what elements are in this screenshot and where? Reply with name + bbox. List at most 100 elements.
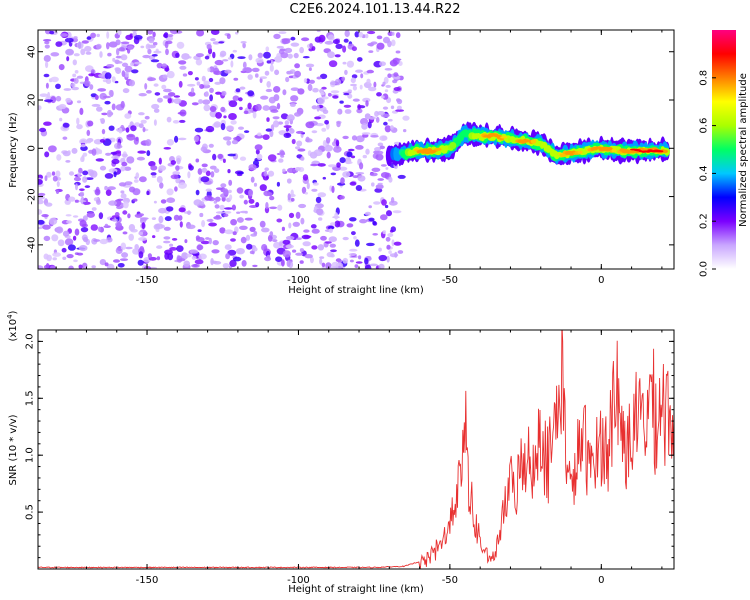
noise-cell bbox=[264, 256, 272, 262]
noise-cell bbox=[194, 127, 204, 133]
noise-cell bbox=[79, 188, 85, 191]
noise-cell bbox=[199, 201, 205, 206]
noise-cell bbox=[387, 73, 392, 78]
noise-cell bbox=[176, 41, 185, 49]
noise-cell bbox=[124, 166, 132, 171]
noise-cell bbox=[172, 120, 180, 124]
noise-cell bbox=[199, 84, 205, 89]
noise-cell bbox=[358, 255, 362, 260]
noise-cell bbox=[274, 69, 280, 76]
noise-cell bbox=[257, 52, 263, 59]
noise-cell bbox=[68, 196, 76, 202]
noise-cell bbox=[65, 48, 74, 56]
noise-cell bbox=[64, 238, 74, 246]
noise-cell bbox=[354, 239, 360, 247]
noise-cell bbox=[378, 263, 385, 269]
snr-y-ticks: 0.5 1.0 1.5 2.0 bbox=[25, 333, 674, 559]
ridge-cell bbox=[611, 148, 617, 153]
noise-cell bbox=[78, 245, 88, 252]
noise-cell bbox=[227, 169, 231, 174]
noise-cell bbox=[349, 217, 357, 222]
noise-cell bbox=[210, 38, 216, 42]
noise-cell bbox=[264, 167, 270, 171]
noise-cell bbox=[191, 87, 195, 94]
noise-cell bbox=[318, 34, 326, 43]
noise-cell bbox=[106, 31, 110, 39]
noise-cell bbox=[87, 169, 94, 173]
noise-cell bbox=[265, 88, 273, 93]
noise-cell bbox=[45, 202, 53, 207]
noise-cell bbox=[155, 229, 160, 232]
noise-cell bbox=[177, 111, 186, 115]
noise-cell bbox=[203, 104, 211, 112]
noise-cell bbox=[99, 139, 106, 143]
noise-cell bbox=[230, 238, 236, 242]
noise-cell bbox=[150, 59, 160, 63]
noise-cell bbox=[80, 156, 84, 162]
noise-cell bbox=[147, 253, 152, 259]
noise-cell bbox=[334, 212, 339, 220]
noise-cell bbox=[222, 263, 230, 269]
noise-cell bbox=[224, 229, 234, 235]
noise-cell bbox=[146, 190, 150, 196]
noise-cell bbox=[66, 56, 70, 62]
noise-cell bbox=[322, 109, 329, 114]
noise-cell bbox=[79, 81, 85, 85]
noise-cell bbox=[393, 87, 401, 91]
noise-cell bbox=[61, 247, 67, 253]
noise-cell bbox=[243, 110, 249, 115]
noise-cell bbox=[259, 76, 268, 79]
noise-cell bbox=[290, 36, 296, 41]
noise-cell bbox=[264, 70, 270, 76]
noise-cell bbox=[72, 73, 77, 78]
noise-cell bbox=[208, 237, 212, 245]
noise-cell bbox=[262, 134, 270, 141]
noise-cell bbox=[305, 121, 315, 129]
noise-cell bbox=[259, 220, 266, 228]
noise-cell bbox=[263, 170, 268, 177]
noise-cell bbox=[265, 202, 269, 209]
noise-cell bbox=[152, 235, 156, 239]
noise-cell bbox=[163, 147, 172, 150]
noise-cell bbox=[50, 52, 60, 57]
noise-cell bbox=[255, 202, 260, 208]
ridge-cell bbox=[577, 150, 583, 154]
noise-cell bbox=[368, 50, 374, 53]
x-tick-label: -150 bbox=[136, 575, 159, 586]
noise-cell bbox=[162, 74, 168, 79]
noise-cell bbox=[265, 128, 272, 132]
noise-cell bbox=[239, 194, 244, 199]
noise-cell bbox=[364, 211, 371, 216]
noise-cell bbox=[257, 132, 262, 137]
noise-cell bbox=[91, 207, 97, 211]
noise-cell bbox=[214, 59, 224, 66]
noise-cell bbox=[242, 68, 247, 72]
noise-cell bbox=[342, 61, 347, 65]
noise-cell bbox=[303, 229, 310, 233]
y-tick-label: 1.5 bbox=[25, 390, 36, 406]
noise-cell bbox=[294, 112, 302, 117]
noise-cell bbox=[208, 143, 214, 148]
noise-cell bbox=[221, 90, 227, 96]
noise-cell bbox=[214, 196, 221, 202]
noise-cell bbox=[148, 38, 155, 44]
noise-cell bbox=[150, 165, 158, 171]
noise-cell bbox=[45, 61, 49, 69]
y-tick-label: 0.5 bbox=[25, 504, 36, 520]
noise-cell bbox=[339, 157, 346, 164]
noise-cell bbox=[183, 260, 190, 267]
noise-cell bbox=[375, 184, 384, 190]
noise-cell bbox=[195, 53, 204, 58]
noise-cell bbox=[359, 162, 364, 170]
noise-cell bbox=[44, 99, 53, 103]
noise-cell bbox=[82, 176, 88, 183]
noise-cell bbox=[387, 233, 394, 237]
noise-cell bbox=[344, 69, 348, 75]
noise-cell bbox=[166, 116, 172, 123]
noise-cell bbox=[106, 64, 115, 68]
noise-cell bbox=[335, 43, 343, 50]
noise-cell bbox=[259, 77, 263, 84]
noise-cell bbox=[389, 125, 394, 130]
noise-cell bbox=[138, 231, 144, 235]
